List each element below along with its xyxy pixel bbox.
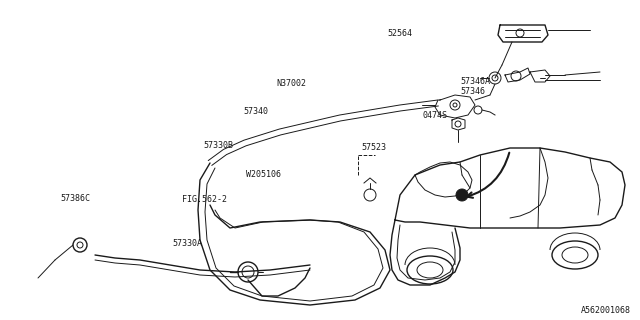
- Text: 57346A: 57346A: [461, 77, 491, 86]
- Text: 57330A: 57330A: [173, 239, 203, 248]
- Text: W205106: W205106: [246, 170, 282, 179]
- Text: N37002: N37002: [276, 79, 306, 88]
- Text: 57330B: 57330B: [204, 141, 234, 150]
- Text: 57346: 57346: [461, 87, 486, 96]
- Text: 57340: 57340: [244, 108, 269, 116]
- Text: 52564: 52564: [387, 29, 412, 38]
- Text: 57523: 57523: [362, 143, 387, 152]
- Text: 57386C: 57386C: [61, 194, 91, 203]
- Text: 0474S: 0474S: [422, 111, 447, 120]
- Text: FIG.562-2: FIG.562-2: [182, 196, 227, 204]
- Circle shape: [456, 189, 468, 201]
- Text: A562001068: A562001068: [580, 306, 630, 315]
